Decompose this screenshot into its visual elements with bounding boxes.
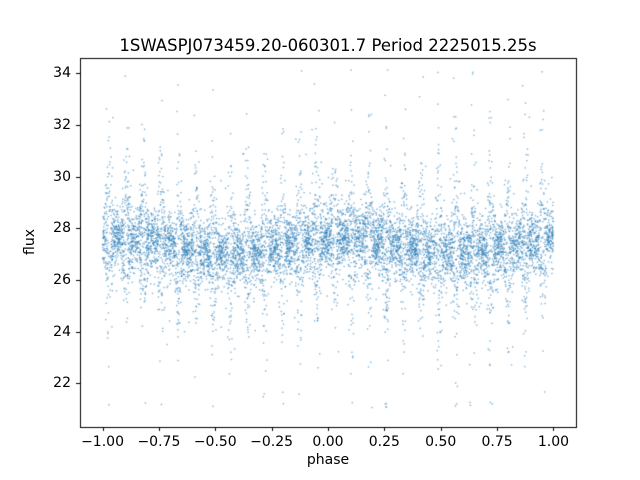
y-tick-label: 34 — [53, 65, 71, 82]
y-tick-label: 26 — [53, 271, 71, 288]
y-tick-label: 32 — [53, 117, 71, 134]
x-tick-label: 0.00 — [312, 434, 344, 450]
x-axis-label: phase — [306, 452, 350, 468]
y-tick-label: 22 — [53, 375, 71, 392]
y-tick-label: 30 — [53, 168, 71, 185]
x-tick-label: 0.50 — [425, 434, 457, 450]
x-tick-label: −0.75 — [137, 434, 181, 450]
x-tick-label: −0.25 — [250, 434, 294, 450]
x-tick-label: 1.00 — [537, 434, 570, 450]
chart-title: 1SWASPJ073459.20-060301.7 Period 2225015… — [119, 36, 537, 55]
x-tick-label: −1.00 — [81, 434, 124, 450]
y-tick-label: 24 — [53, 323, 71, 340]
x-tick-label: 0.75 — [481, 434, 513, 450]
x-tick-label: 0.25 — [368, 434, 400, 450]
y-tick-label: 28 — [53, 220, 71, 237]
y-axis-label: flux — [22, 229, 38, 255]
x-tick-label: −0.50 — [193, 434, 237, 450]
